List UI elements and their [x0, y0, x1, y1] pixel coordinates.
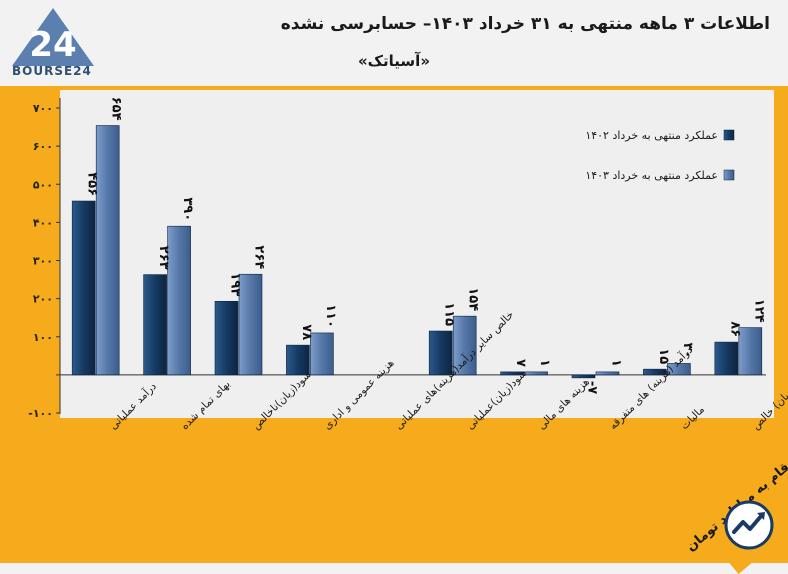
data-label: ۳۹۰	[180, 197, 195, 221]
bar	[714, 341, 739, 376]
legend-label: عملکرد منتهی به خرداد ۱۴۰۲	[585, 129, 718, 142]
logo-text: BOURSE24	[12, 64, 92, 78]
y-tick-label: ۲۰۰	[33, 293, 53, 306]
y-tick-label: ۱۰۰	[33, 331, 53, 344]
bar	[95, 125, 120, 376]
bars-layer	[71, 125, 763, 379]
data-label: ۱	[609, 359, 624, 367]
bar	[167, 225, 191, 376]
data-label: ۲۶۴	[252, 245, 267, 269]
category-label: سود(زیان) خالص	[750, 371, 788, 433]
category-label: درآمد عملیاتی	[107, 380, 160, 433]
page-title: اطلاعات ۳ ماهه منتهی به ۳۱ خرداد ۱۴۰۳– ح…	[280, 14, 770, 34]
category-label: هزینه های مالی	[536, 376, 592, 432]
category-label: سود(زیان)عملیاتی	[464, 367, 529, 432]
bar	[571, 374, 596, 379]
bar	[214, 300, 239, 376]
bar	[524, 371, 548, 376]
data-label: ۱۵۴	[466, 287, 481, 311]
category-label: مالیات	[679, 404, 707, 432]
data-label: ۱۲۴	[751, 299, 766, 323]
bar	[643, 368, 667, 376]
data-label: ۱۱۵	[442, 302, 457, 326]
legend-swatch	[723, 169, 735, 181]
data-label: ۱	[537, 359, 552, 367]
bar	[428, 330, 453, 376]
y-tick-label: ۵۰۰	[33, 178, 53, 191]
bar	[286, 344, 310, 376]
header: 24 BOURSE24 اطلاعات ۳ ماهه منتهی به ۳۱ خ…	[0, 0, 788, 86]
legend-label: عملکرد منتهی به خرداد ۱۴۰۳	[585, 169, 718, 182]
bar	[143, 274, 167, 376]
data-label: ۳۰	[680, 343, 695, 359]
data-label: ۸۶	[727, 321, 742, 337]
bar	[238, 273, 263, 376]
legend: عملکرد منتهی به خرداد ۱۴۰۲ عملکرد منتهی ب…	[585, 129, 735, 182]
data-label: ۱۹۳	[228, 272, 243, 296]
legend-swatch	[723, 129, 735, 141]
bourse24-logo-icon: 24	[12, 8, 94, 66]
data-label: ۱۱۰	[323, 304, 338, 328]
bar	[738, 327, 763, 376]
category-label: سود(زیان)ناخالص	[250, 369, 314, 433]
bar	[500, 371, 524, 376]
y-tick-label: -۱۰۰	[28, 407, 53, 420]
data-label: -۷	[585, 381, 600, 394]
data-label: ۱۵	[656, 348, 671, 364]
category-label: بهای تمام شده	[179, 378, 233, 432]
data-label: ۶۵۴	[109, 97, 124, 121]
svg-text:24: 24	[29, 25, 76, 65]
y-tick-label: ۷۰۰	[33, 102, 53, 115]
bar	[310, 332, 334, 376]
trend-chart-icon	[724, 500, 774, 550]
bar	[667, 363, 691, 376]
data-label: ۴۵۶	[85, 172, 100, 196]
data-label: ۷۸	[299, 324, 314, 340]
page-subtitle: «آسیاتک»	[357, 52, 431, 70]
y-tick-label: ۳۰۰	[33, 255, 53, 268]
y-tick-label: ۴۰۰	[33, 216, 53, 229]
y-tick-label: ۶۰۰	[33, 140, 53, 153]
bar	[595, 371, 620, 376]
data-label: ۲۶۳	[156, 246, 171, 270]
bar	[452, 315, 477, 376]
data-label: ۷	[513, 359, 528, 367]
bar	[71, 200, 96, 376]
